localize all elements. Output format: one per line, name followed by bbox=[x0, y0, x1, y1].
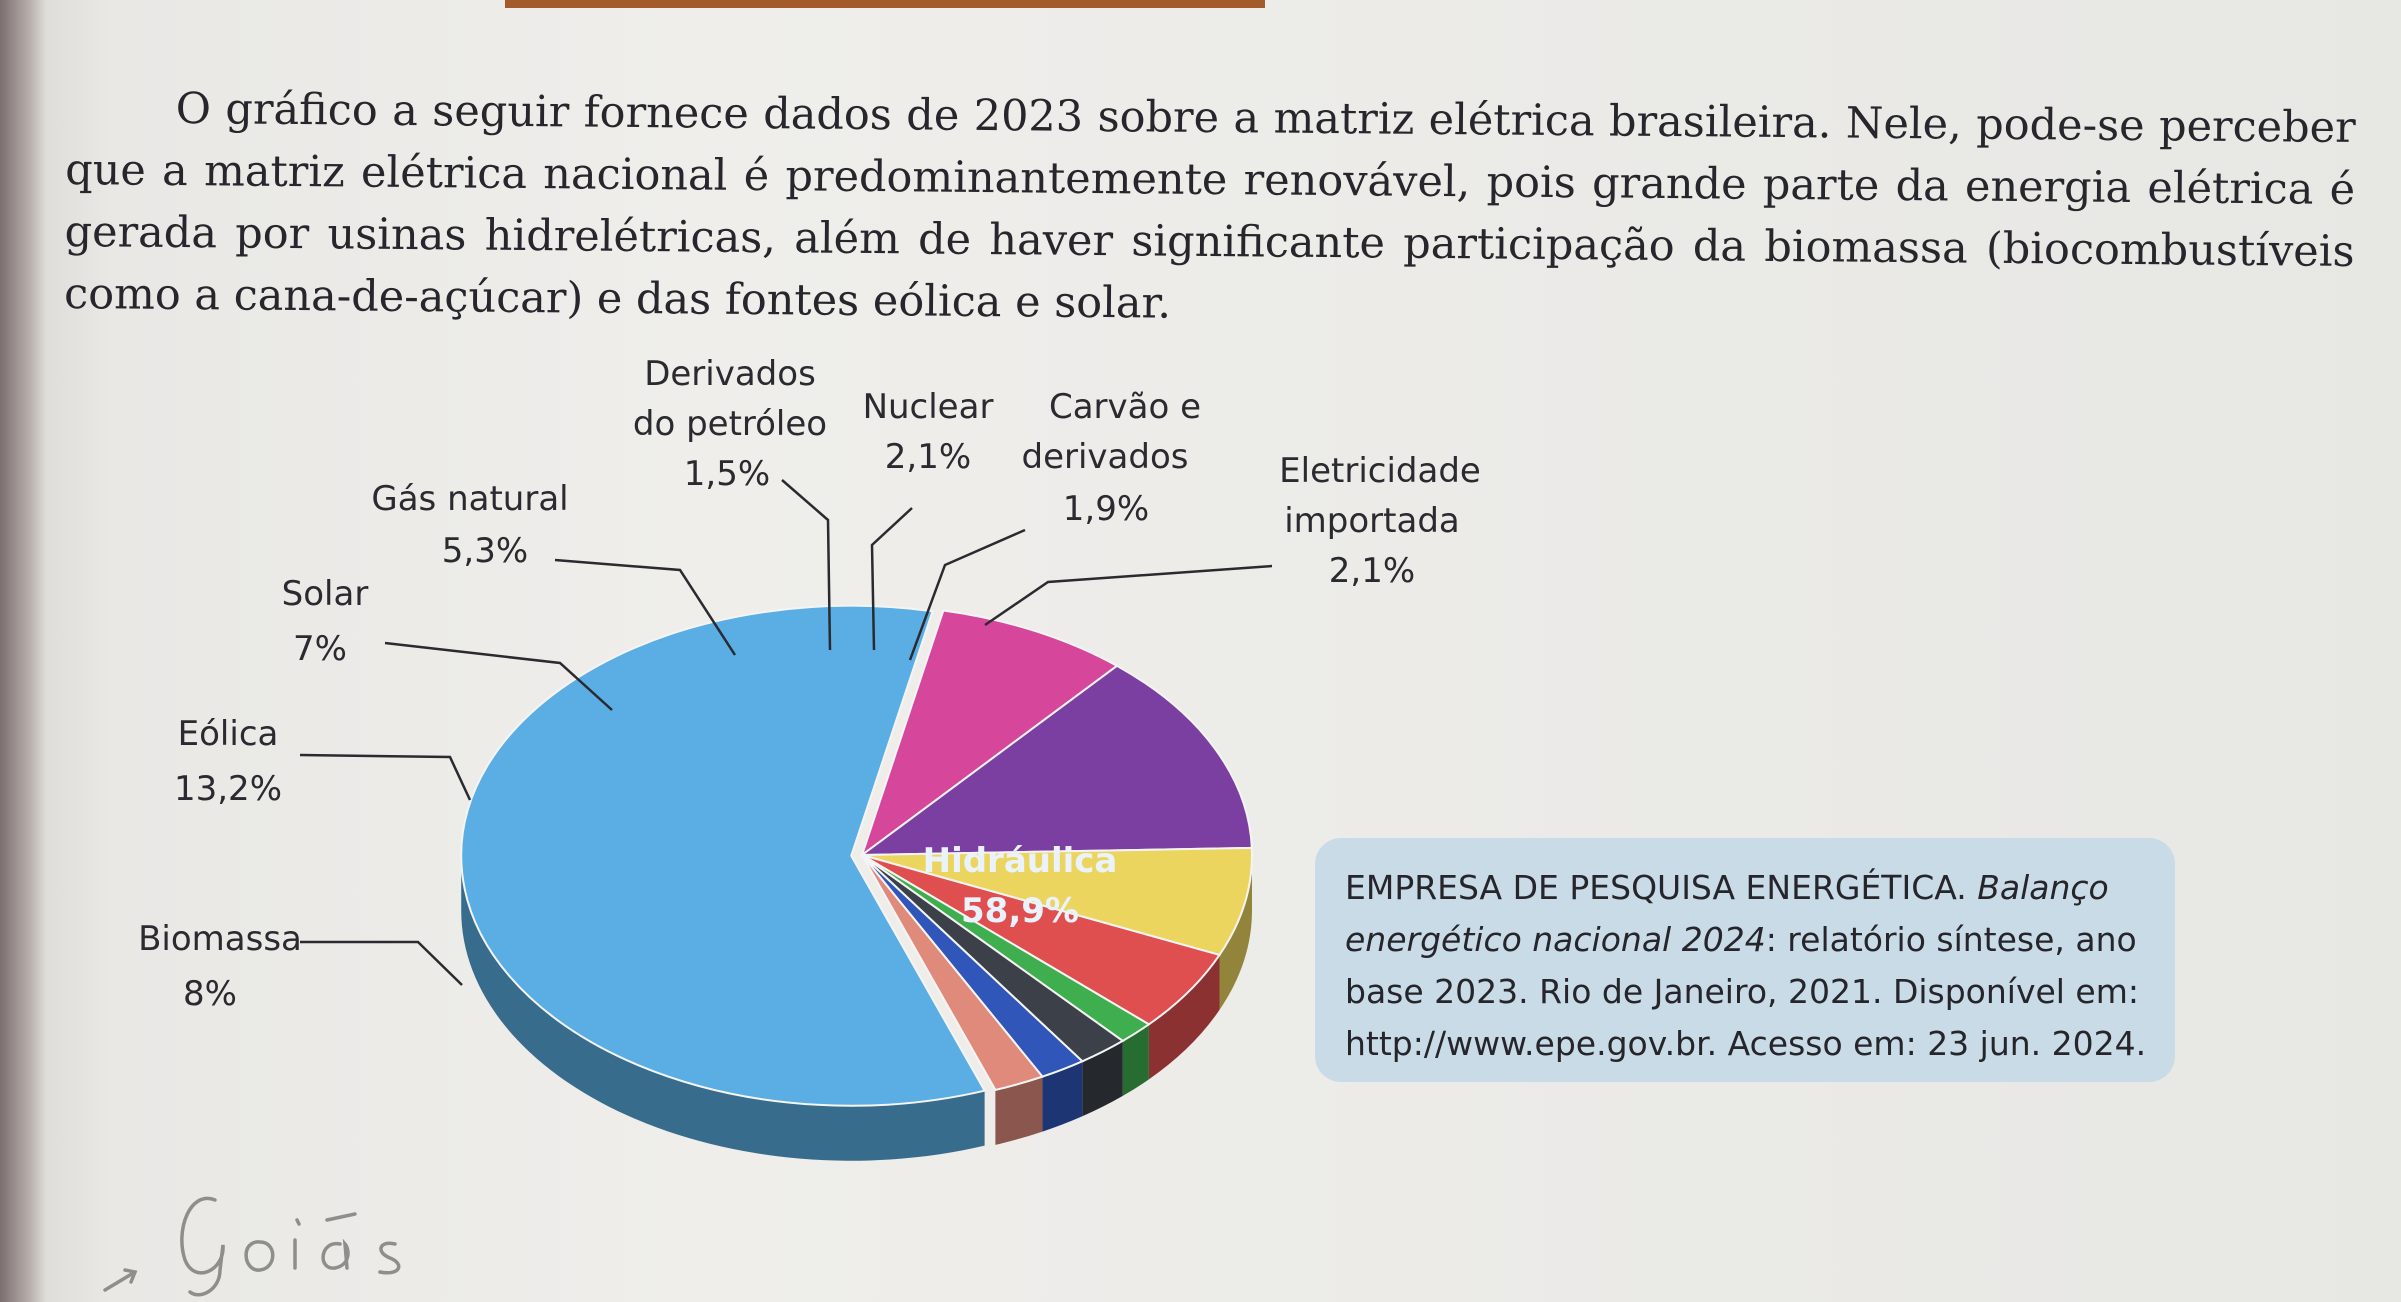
header-accent-bar bbox=[505, 0, 1265, 8]
category-label-5: do petróleo bbox=[633, 404, 827, 444]
leader-line-8 bbox=[984, 564, 1273, 627]
source-box bbox=[1315, 838, 2175, 1082]
slice-side-4 bbox=[1148, 954, 1220, 1080]
slice-side-6 bbox=[1082, 1040, 1123, 1117]
leader-line-1 bbox=[300, 940, 463, 986]
value-label-8: 2,1% bbox=[1329, 551, 1415, 591]
book-spine-shadow bbox=[0, 0, 46, 1302]
pie-slice-eletricidade-importada bbox=[861, 854, 1045, 1092]
category-label-2: Eólica bbox=[178, 714, 279, 754]
source-citation: EMPRESA DE PESQUISA ENERGÉTICA. Balanço … bbox=[1345, 862, 2175, 1070]
category-label-1: Biomassa bbox=[138, 919, 302, 959]
leader-line-3 bbox=[384, 641, 613, 711]
category-label-7: derivados bbox=[1022, 437, 1189, 477]
value-label-7: 1,9% bbox=[1063, 489, 1149, 529]
slice-labels: Hidráulica 58,9% Biomassa 8% Eólica 13,2% Sola… bbox=[138, 354, 1481, 1014]
handwritten-note bbox=[103, 1196, 401, 1297]
pie-slice-hidráulica bbox=[460, 604, 987, 1107]
leader-line-4 bbox=[554, 558, 737, 656]
value-label-6: 2,1% bbox=[885, 437, 971, 477]
value-label-0: 58,9% bbox=[961, 891, 1079, 931]
value-label-3: 7% bbox=[293, 629, 347, 669]
category-label-0: Hidráulica bbox=[923, 841, 1118, 881]
leader-lines bbox=[299, 479, 1273, 986]
value-label-4: 5,3% bbox=[442, 531, 528, 571]
leader-line-7 bbox=[908, 528, 1026, 661]
leader-line-6 bbox=[870, 507, 913, 651]
pie-side-walls bbox=[461, 855, 1252, 1161]
category-label-8: importada bbox=[1284, 501, 1460, 541]
pie-slices bbox=[460, 604, 1253, 1107]
pie-slice-eólica bbox=[858, 664, 1253, 857]
category-label-5: Derivados bbox=[644, 354, 816, 394]
pie-slice-solar bbox=[861, 846, 1253, 957]
leader-line-5 bbox=[781, 479, 832, 651]
category-label-7: Carvão e bbox=[1049, 387, 1201, 427]
source-title: Balanço energético nacional 2024 bbox=[1345, 868, 2109, 959]
pie-slice-biomassa bbox=[860, 609, 1119, 858]
category-label-8: Eletricidade bbox=[1279, 451, 1481, 491]
slice-side-3 bbox=[1219, 855, 1252, 1010]
slice-side-0 bbox=[461, 855, 985, 1161]
leader-line-2 bbox=[299, 753, 472, 801]
slice-side-7 bbox=[1042, 1061, 1083, 1132]
source-details: : relatório síntese, ano base 2023. Rio … bbox=[1345, 920, 2147, 1063]
slice-side-8 bbox=[995, 1076, 1043, 1145]
source-author: EMPRESA DE PESQUISA ENERGÉTICA. bbox=[1345, 868, 1967, 907]
category-label-6: Nuclear bbox=[863, 387, 994, 427]
value-label-2: 13,2% bbox=[174, 769, 282, 809]
value-label-1: 8% bbox=[183, 974, 237, 1014]
value-label-5: 1,5% bbox=[684, 454, 770, 494]
category-label-4: Gás natural bbox=[371, 479, 568, 519]
slice-side-5 bbox=[1122, 1024, 1149, 1096]
category-label-3: Solar bbox=[282, 574, 369, 614]
